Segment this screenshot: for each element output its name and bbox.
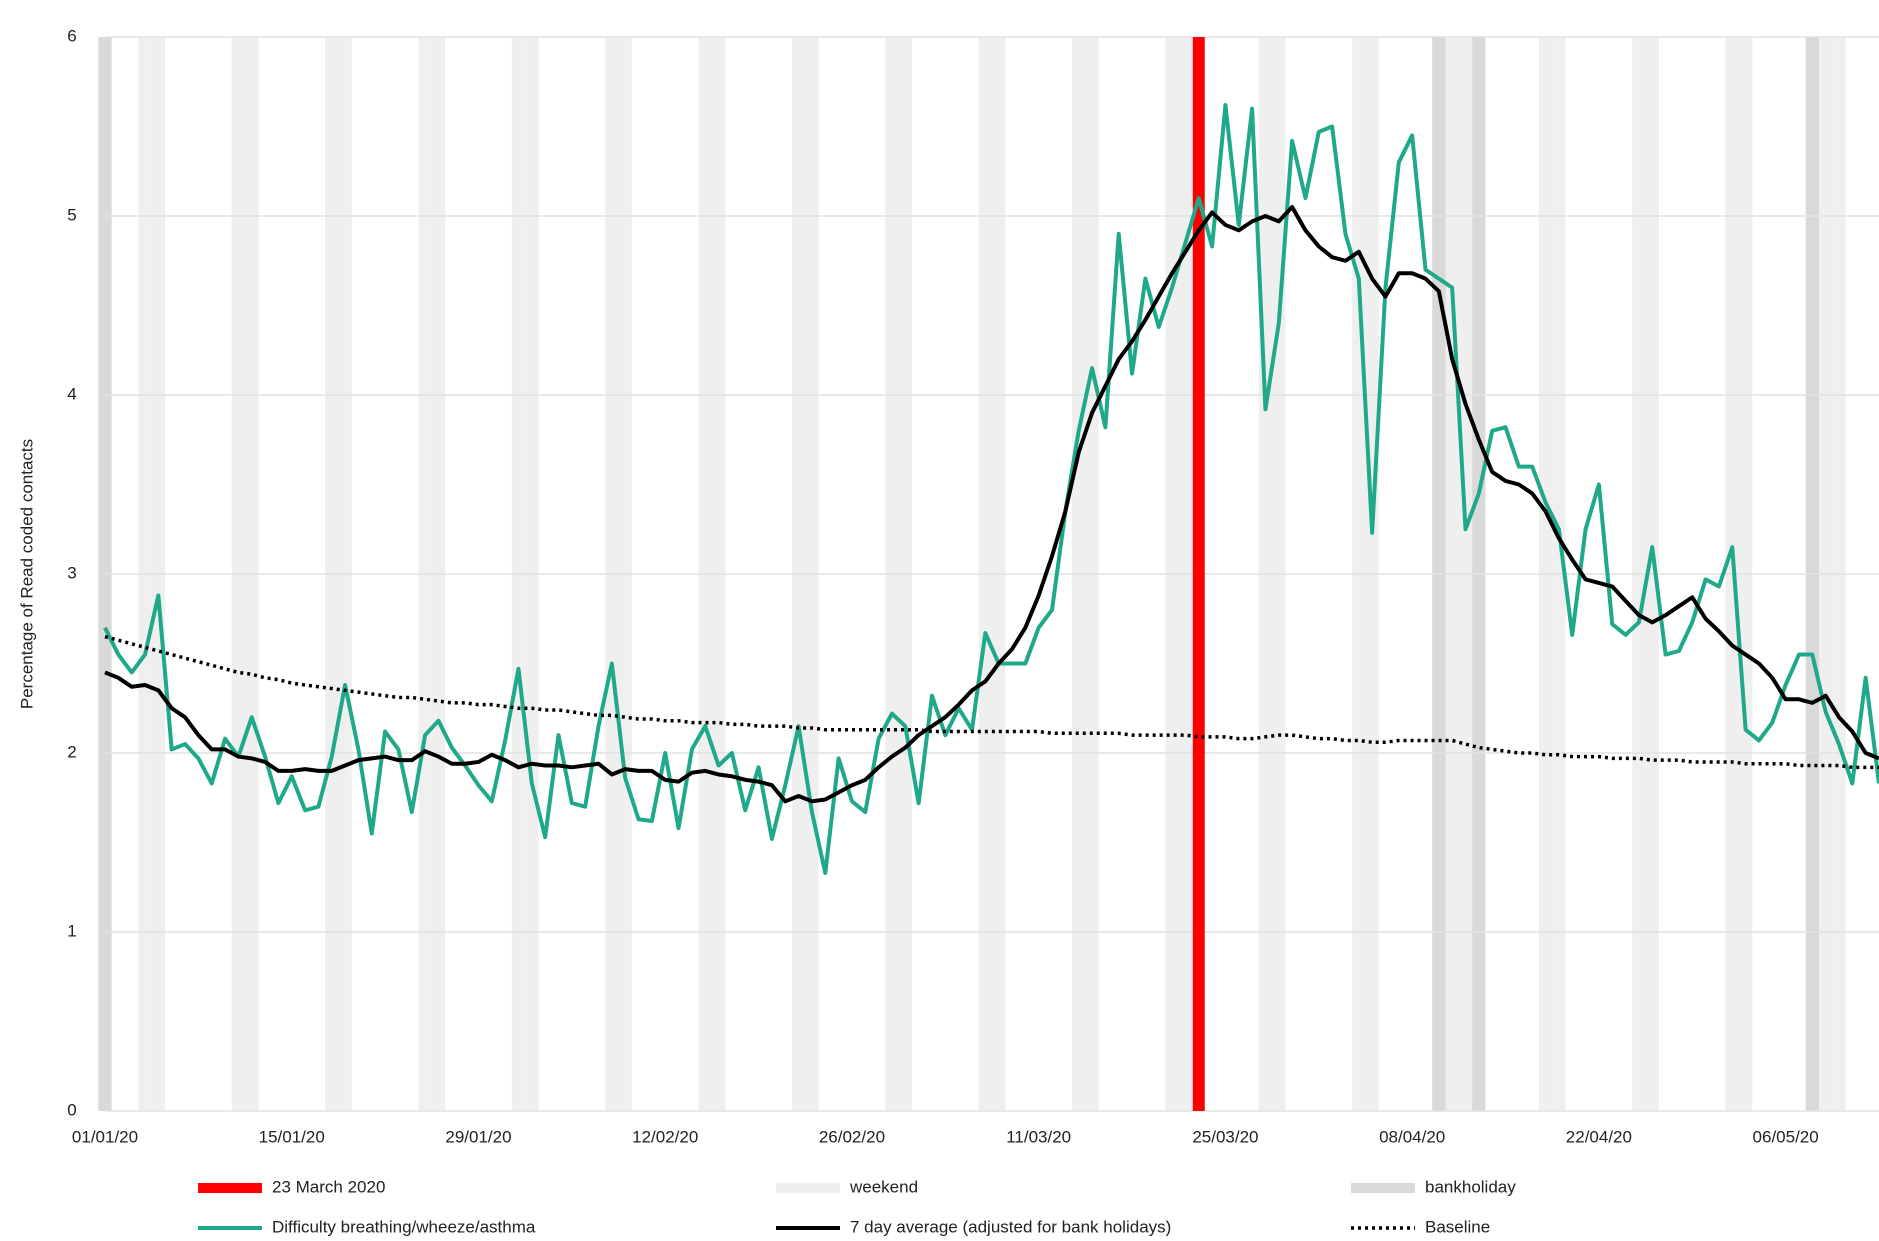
x-tick-label: 08/04/20 [1379, 1127, 1445, 1146]
y-tick-label: 4 [67, 384, 76, 403]
legend-label: 7 day average (adjusted for bank holiday… [850, 1217, 1171, 1236]
x-tick-label: 01/01/20 [72, 1127, 138, 1146]
legend-label: 23 March 2020 [272, 1177, 385, 1196]
legend-label: Difficulty breathing/wheeze/asthma [272, 1217, 536, 1236]
y-tick-label: 6 [67, 26, 76, 45]
y-tick-label: 2 [67, 742, 76, 761]
y-axis-title: Percentage of Read coded contacts [17, 439, 36, 709]
series-line [104, 205, 1879, 804]
x-tick-label: 25/03/20 [1192, 1127, 1258, 1146]
y-tick-label: 0 [67, 1100, 76, 1119]
plot-area [98, 36, 1879, 1112]
legend-label: Baseline [1425, 1217, 1490, 1236]
legend-label: bankholiday [1425, 1177, 1516, 1196]
y-tick-label: 3 [67, 563, 76, 582]
x-tick-label: 26/02/20 [819, 1127, 885, 1146]
y-tick-label: 5 [67, 205, 76, 224]
y-tick-label: 1 [67, 921, 76, 940]
x-tick-label: 11/03/20 [1006, 1127, 1071, 1146]
legend-label: weekend [849, 1177, 918, 1196]
legend-swatch [198, 1183, 262, 1193]
x-tick-label: 29/01/20 [445, 1127, 511, 1146]
x-tick-label: 12/02/20 [632, 1127, 698, 1146]
x-tick-label: 15/01/20 [259, 1127, 325, 1146]
series-line [104, 634, 1879, 770]
x-tick-label: 06/05/20 [1753, 1127, 1819, 1146]
x-tick-label: 22/04/20 [1566, 1127, 1632, 1146]
legend-swatch [1351, 1183, 1415, 1193]
legend-swatch [776, 1183, 840, 1193]
